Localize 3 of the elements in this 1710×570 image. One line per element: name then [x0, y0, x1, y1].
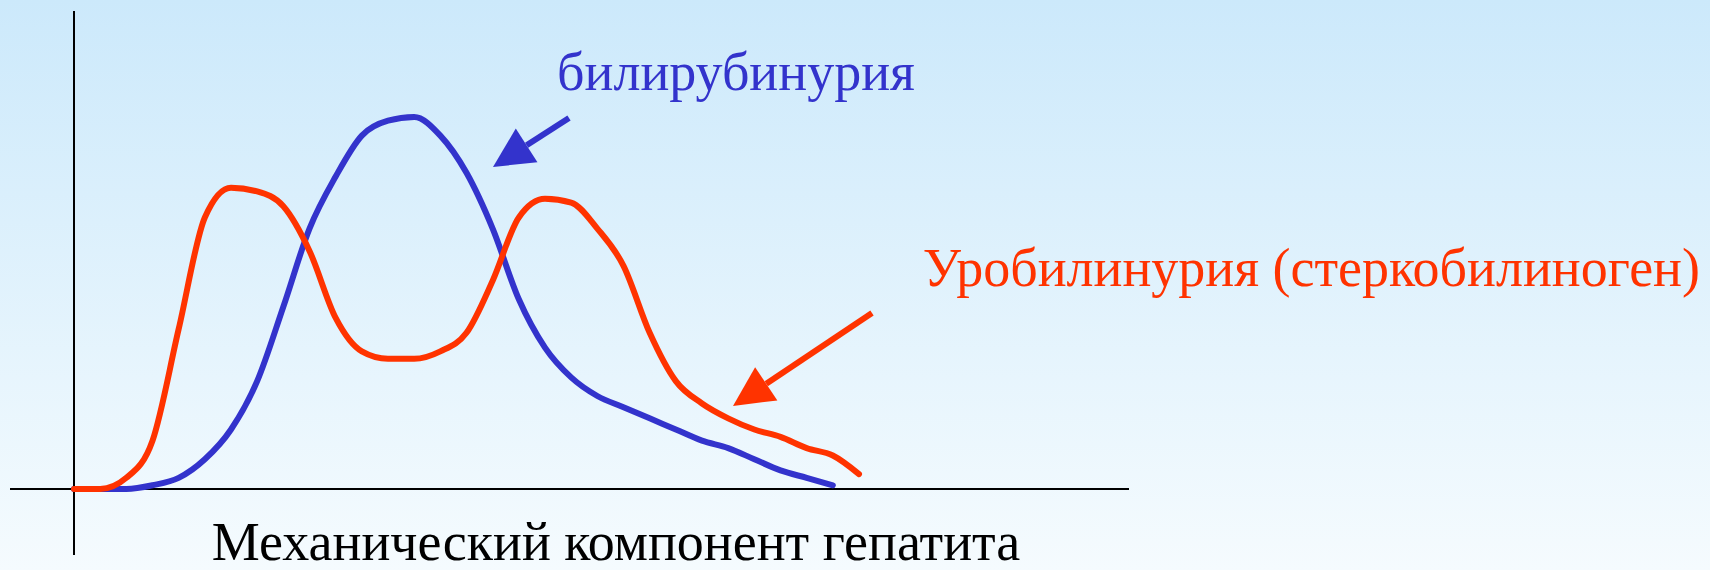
text: билирубинурия [557, 42, 915, 102]
x-axis-title: Механический компонент гепатита [211, 512, 1021, 570]
text: Уробилинурия (стеркобилиноген) [922, 238, 1700, 298]
